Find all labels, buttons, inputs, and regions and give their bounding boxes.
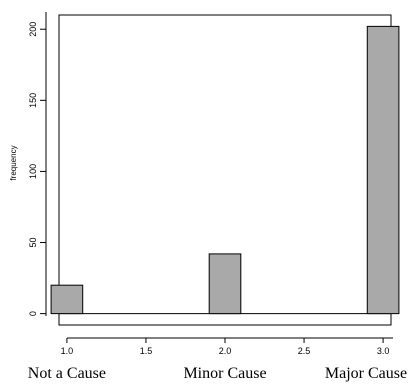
y-axis: 0 50 100 150 200 [28,22,46,316]
bars-group [50,25,400,315]
category-label-1: Not a Cause [28,365,106,382]
x-tick-label: 2.0 [219,346,232,356]
y-tick-label: 200 [28,22,38,37]
x-tick-label: 1.5 [140,346,153,356]
x-tick-label: 3.0 [377,346,390,356]
x-tick-label: 1.0 [61,346,74,356]
category-label-2: Minor Cause [183,365,266,382]
category-label-3: Major Cause [325,365,407,382]
y-axis-title: frequency [9,145,18,180]
category-labels: Not a Cause Minor Cause Major Cause [28,365,407,382]
bar-2 [208,253,242,315]
y-tick-label: 0 [28,311,38,316]
x-axis: 1.0 1.5 2.0 2.5 3.0 [61,338,390,356]
bar-1 [50,284,84,315]
y-tick-label: 150 [28,93,38,108]
y-tick-label: 50 [28,238,38,248]
y-tick-label: 100 [28,164,38,179]
bar-3 [366,25,400,315]
x-tick-label: 2.5 [298,346,311,356]
